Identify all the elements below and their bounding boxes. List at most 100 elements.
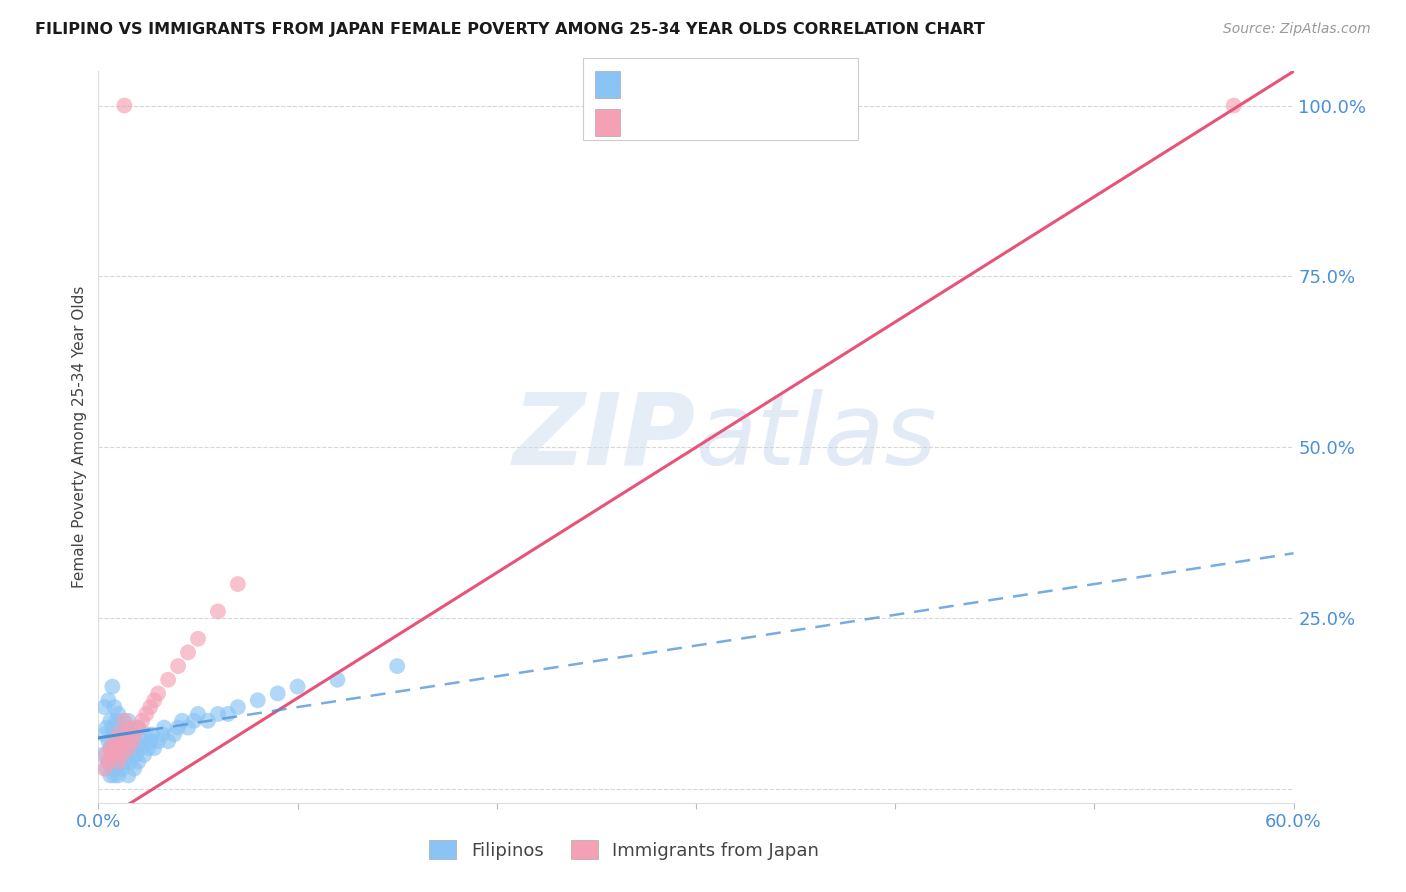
Legend: Filipinos, Immigrants from Japan: Filipinos, Immigrants from Japan [422, 833, 827, 867]
Point [103, 727, 125, 741]
Point [96, 721, 118, 735]
Point [187, 706, 209, 721]
Point [267, 686, 290, 700]
Point [107, 747, 129, 762]
Point [226, 700, 249, 714]
Point [111, 747, 134, 762]
Point [93, 762, 115, 776]
Point [103, 747, 125, 762]
Point [97, 693, 120, 707]
Point [139, 734, 162, 748]
Point [120, 755, 142, 769]
Point [96, 747, 118, 762]
Point [101, 762, 124, 776]
Point [103, 768, 125, 782]
Point [117, 768, 139, 782]
Point [105, 762, 128, 776]
Point [135, 706, 157, 721]
Text: R =: R = [631, 76, 668, 94]
Point [127, 755, 149, 769]
Point [121, 741, 143, 756]
Text: Source: ZipAtlas.com: Source: ZipAtlas.com [1223, 22, 1371, 37]
Point [111, 762, 134, 776]
Text: ZIP: ZIP [513, 389, 696, 485]
Point [107, 706, 129, 721]
Point [172, 714, 194, 728]
Point [98, 714, 122, 728]
Point [105, 714, 128, 728]
Point [167, 721, 190, 735]
Point [112, 714, 135, 728]
Point [148, 734, 170, 748]
Point [131, 714, 153, 728]
Point [120, 727, 142, 741]
Point [101, 680, 124, 694]
Point [110, 734, 132, 748]
Point [107, 727, 129, 741]
Text: R =: R = [631, 113, 668, 131]
Text: 32: 32 [772, 113, 796, 131]
Point [226, 577, 249, 591]
Point [124, 727, 146, 741]
Point [148, 686, 170, 700]
Point [326, 673, 349, 687]
Point [98, 768, 122, 782]
Point [115, 721, 138, 735]
Point [98, 741, 122, 756]
Text: 0.808: 0.808 [673, 113, 731, 131]
Point [115, 747, 138, 762]
Point [125, 747, 148, 762]
Text: atlas: atlas [696, 389, 938, 485]
Point [103, 734, 125, 748]
Point [105, 741, 128, 756]
Point [207, 604, 229, 618]
Point [143, 693, 166, 707]
Point [141, 727, 163, 741]
Y-axis label: Female Poverty Among 25-34 Year Olds: Female Poverty Among 25-34 Year Olds [72, 286, 87, 588]
Point [91, 747, 114, 762]
Point [98, 741, 122, 756]
Point [1223, 98, 1246, 112]
Point [139, 700, 162, 714]
Point [97, 755, 120, 769]
Point [121, 734, 143, 748]
Point [101, 747, 124, 762]
Text: N =: N = [733, 113, 780, 131]
Point [120, 721, 142, 735]
Point [110, 755, 132, 769]
Point [112, 755, 135, 769]
Point [150, 727, 173, 741]
Point [93, 700, 115, 714]
Point [96, 762, 118, 776]
Point [105, 741, 128, 756]
Point [129, 741, 152, 756]
Point [111, 741, 134, 756]
Point [101, 741, 124, 756]
Point [246, 693, 269, 707]
Point [197, 714, 219, 728]
Point [131, 734, 153, 748]
Point [103, 700, 125, 714]
Point [134, 747, 156, 762]
Point [97, 755, 120, 769]
Point [287, 680, 309, 694]
Text: FILIPINO VS IMMIGRANTS FROM JAPAN FEMALE POVERTY AMONG 25-34 YEAR OLDS CORRELATI: FILIPINO VS IMMIGRANTS FROM JAPAN FEMALE… [35, 22, 986, 37]
Point [167, 659, 190, 673]
Point [163, 727, 186, 741]
Point [187, 632, 209, 646]
Point [124, 762, 146, 776]
Point [93, 727, 115, 741]
Point [136, 741, 159, 756]
Point [112, 734, 135, 748]
Point [135, 727, 157, 741]
Point [127, 721, 149, 735]
Point [107, 768, 129, 782]
Point [207, 706, 229, 721]
Point [177, 645, 200, 659]
Point [177, 721, 200, 735]
Point [101, 721, 124, 735]
Point [112, 727, 135, 741]
Text: N =: N = [733, 76, 780, 94]
Point [110, 741, 132, 756]
Point [217, 706, 239, 721]
